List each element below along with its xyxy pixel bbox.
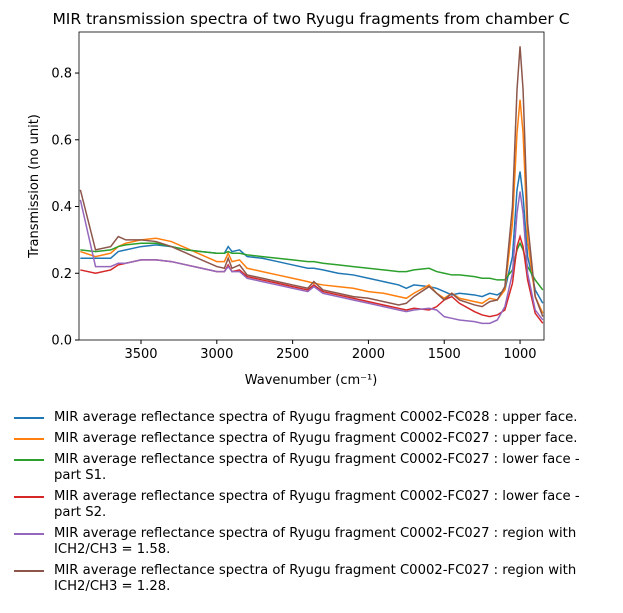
chart-title: MIR transmission spectra of two Ryugu fr… xyxy=(52,10,569,28)
legend-swatch xyxy=(14,533,44,535)
y-tick-label: 0.2 xyxy=(51,267,72,282)
series-line xyxy=(80,233,544,324)
x-tick-label: 1000 xyxy=(503,347,536,362)
legend: MIR average reflectance spectra of Ryugu… xyxy=(14,410,614,600)
legend-label: MIR average reflectance spectra of Ryugu… xyxy=(54,452,580,483)
legend-entry: MIR average reflectance spectra of Ryugu… xyxy=(14,452,614,484)
legend-label: MIR average reflectance spectra of Ryugu… xyxy=(54,431,578,446)
series-line xyxy=(79,46,544,317)
legend-entry: MIR average reflectance spectra of Ryugu… xyxy=(14,431,614,447)
legend-swatch xyxy=(14,496,44,498)
legend-label: MIR average reflectance spectra of Ryugu… xyxy=(54,563,577,594)
legend-swatch xyxy=(14,417,44,419)
legend-entry: MIR average reflectance spectra of Ryugu… xyxy=(14,489,614,521)
x-tick-label: 2500 xyxy=(276,347,309,362)
legend-entry: MIR average reflectance spectra of Ryugu… xyxy=(14,410,614,426)
legend-entry: MIR average reflectance spectra of Ryugu… xyxy=(14,563,614,595)
x-tick-label: 3000 xyxy=(200,347,233,362)
y-tick-label: 0.8 xyxy=(51,67,72,82)
legend-entry: MIR average reflectance spectra of Ryugu… xyxy=(14,526,614,558)
legend-label: MIR average reflectance spectra of Ryugu… xyxy=(54,489,580,520)
y-axis-label: Transmission (no unit) xyxy=(27,114,42,259)
y-tick-label: 0.4 xyxy=(51,200,72,215)
series-line xyxy=(79,191,544,325)
y-tick-label: 0.0 xyxy=(51,334,72,349)
legend-swatch xyxy=(14,459,44,461)
chart: MIR transmission spectra of two Ryugu fr… xyxy=(27,10,570,388)
x-tick-label: 1500 xyxy=(428,347,461,362)
legend-label: MIR average reflectance spectra of Ryugu… xyxy=(54,410,578,425)
y-tick-label: 0.6 xyxy=(51,133,72,148)
legend-swatch xyxy=(14,570,44,572)
x-axis-label: Wavenumber (cm⁻¹) xyxy=(245,373,378,388)
series-line xyxy=(80,99,544,314)
legend-swatch xyxy=(14,438,44,440)
plot-frame xyxy=(78,31,545,341)
x-tick-label: 2000 xyxy=(352,347,385,362)
x-tick-label: 3500 xyxy=(124,347,157,362)
series-line xyxy=(80,241,544,291)
legend-label: MIR average reflectance spectra of Ryugu… xyxy=(54,526,577,557)
